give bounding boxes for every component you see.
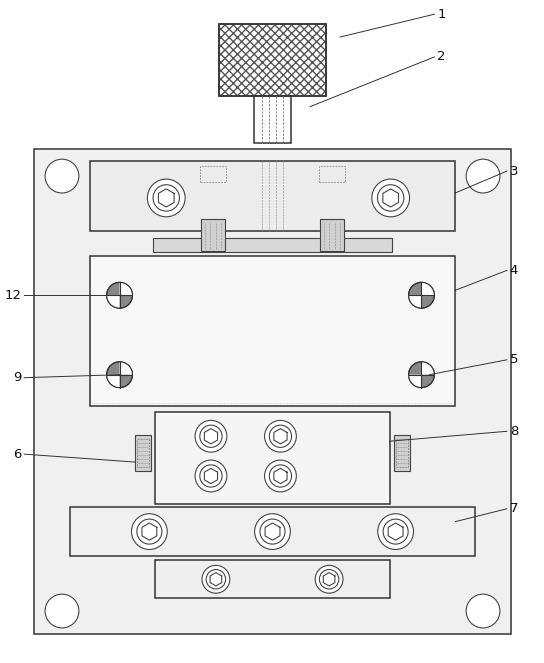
- Circle shape: [45, 159, 79, 193]
- Text: 6: 6: [13, 448, 21, 461]
- Bar: [200, 166, 226, 182]
- Circle shape: [383, 519, 408, 544]
- Bar: [395, 440, 407, 467]
- Bar: [219, 24, 326, 95]
- Circle shape: [319, 570, 339, 589]
- Text: 1: 1: [437, 8, 446, 21]
- Circle shape: [195, 460, 227, 492]
- Circle shape: [466, 594, 500, 628]
- Bar: [201, 219, 225, 251]
- Circle shape: [107, 282, 133, 308]
- Circle shape: [200, 465, 222, 487]
- Circle shape: [206, 570, 226, 589]
- Circle shape: [200, 425, 222, 448]
- Circle shape: [137, 519, 162, 544]
- Circle shape: [202, 566, 230, 593]
- Circle shape: [132, 514, 167, 550]
- Bar: [254, 95, 292, 143]
- Text: 5: 5: [510, 353, 518, 366]
- Circle shape: [195, 420, 227, 452]
- Bar: [135, 436, 151, 471]
- Bar: [319, 166, 345, 182]
- Circle shape: [378, 185, 404, 211]
- Circle shape: [153, 185, 180, 211]
- Text: 4: 4: [510, 264, 518, 277]
- Bar: [90, 255, 455, 406]
- Circle shape: [409, 282, 434, 308]
- Circle shape: [147, 179, 185, 217]
- Circle shape: [264, 460, 296, 492]
- Wedge shape: [107, 295, 120, 308]
- Bar: [138, 440, 150, 467]
- Circle shape: [269, 465, 292, 487]
- Circle shape: [466, 159, 500, 193]
- Wedge shape: [409, 375, 422, 388]
- Text: 3: 3: [510, 164, 518, 178]
- Circle shape: [378, 514, 413, 550]
- Circle shape: [269, 425, 292, 448]
- Bar: [34, 149, 511, 634]
- Circle shape: [260, 519, 285, 544]
- Bar: [219, 24, 326, 95]
- Bar: [70, 507, 475, 556]
- Text: 12: 12: [4, 289, 21, 302]
- Text: 2: 2: [437, 50, 446, 64]
- Text: 7: 7: [510, 503, 518, 515]
- Circle shape: [409, 362, 434, 388]
- Wedge shape: [409, 295, 422, 308]
- Wedge shape: [422, 362, 434, 375]
- Text: 8: 8: [510, 425, 518, 438]
- Bar: [320, 219, 344, 251]
- Circle shape: [107, 362, 133, 388]
- Bar: [156, 412, 390, 504]
- Circle shape: [315, 566, 343, 593]
- Circle shape: [45, 594, 79, 628]
- Circle shape: [372, 179, 410, 217]
- Wedge shape: [120, 282, 133, 295]
- Wedge shape: [120, 362, 133, 375]
- Bar: [219, 24, 326, 95]
- Bar: [394, 436, 410, 471]
- Text: 9: 9: [13, 371, 21, 384]
- Wedge shape: [422, 282, 434, 295]
- Circle shape: [264, 420, 296, 452]
- Circle shape: [255, 514, 290, 550]
- Bar: [90, 161, 455, 231]
- Bar: [156, 560, 390, 598]
- Bar: [153, 237, 392, 251]
- Wedge shape: [107, 375, 120, 388]
